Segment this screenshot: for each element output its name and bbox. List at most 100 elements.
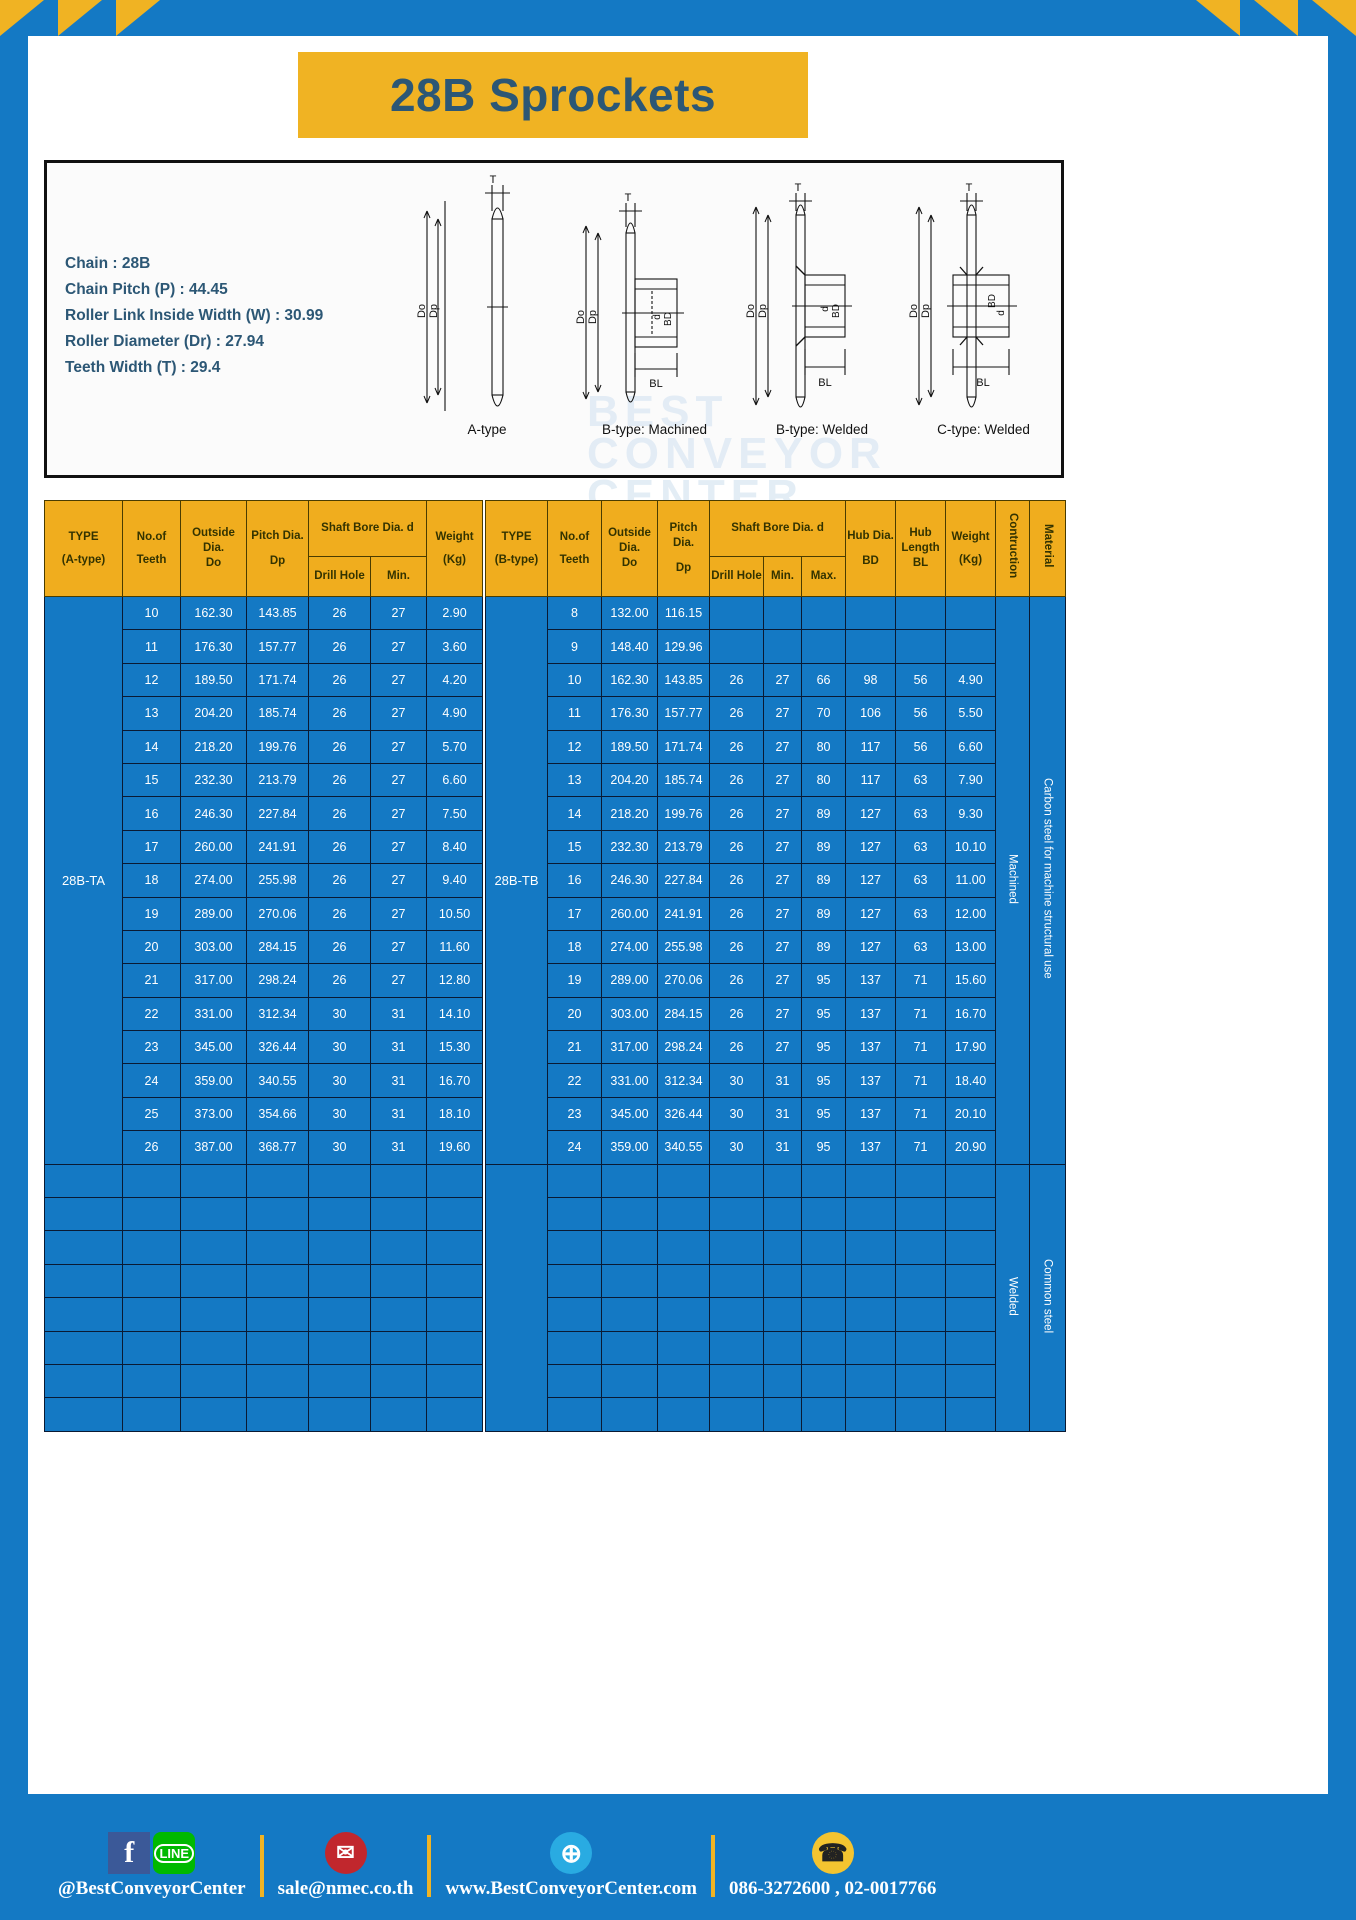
label-Do: Do (416, 304, 428, 318)
cell-weight: 7.50 (426, 796, 483, 831)
cell-pitch-dia: 241.91 (246, 829, 309, 865)
cell-pitch-dia: 340.55 (246, 1063, 309, 1098)
cell-blank (800, 1297, 847, 1332)
label-BD: BD (663, 312, 674, 326)
cell-outside-dia: 289.00 (601, 963, 658, 998)
cell-teeth: 17 (547, 896, 602, 931)
header-min-b: Min. (763, 556, 802, 597)
table-row: 21 317.00 298.24 26 27 95 137 71 17.90 (486, 1030, 1066, 1065)
figure-b-type-machined: T Do Dp d BD BL B-type: Machined (572, 171, 737, 443)
footer-group-website[interactable]: ⊕ www.BestConveyorCenter.com (445, 1832, 697, 1900)
table-row: 12 189.50 171.74 26 27 4.20 (45, 662, 483, 698)
label-T: T (625, 192, 632, 204)
cell-weight: 7.90 (945, 762, 997, 798)
cell-outside-dia: 317.00 (601, 1030, 658, 1065)
label-Dp: Dp (757, 304, 769, 318)
cell-hub-length (895, 595, 947, 631)
cell-pitch-dia: 171.74 (246, 662, 309, 698)
cell-blank (370, 1397, 427, 1432)
footer-group-email[interactable]: ✉ sale@nmec.co.th (278, 1832, 413, 1900)
header-outside-dia-a: Outside Dia. Do (180, 500, 247, 597)
table-row: 23 345.00 326.44 30 31 95 137 71 20.10 (486, 1096, 1066, 1132)
cell-blank (709, 1197, 764, 1232)
mail-icon[interactable]: ✉ (324, 1832, 367, 1874)
cell-hub-dia: 137 (845, 1030, 897, 1065)
cell-teeth: 23 (547, 1096, 602, 1132)
cell-drill-hole: 30 (709, 1096, 764, 1132)
table-row-blank (486, 1397, 1066, 1432)
cell-weight: 10.50 (426, 896, 483, 931)
cell-outside-dia: 189.50 (180, 662, 247, 698)
cell-pitch-dia: 255.98 (657, 929, 710, 965)
cell-drill-hole: 26 (709, 729, 764, 764)
cell-hub-length: 63 (895, 829, 947, 865)
cell-outside-dia: 289.00 (180, 896, 247, 931)
cell-outside-dia: 162.30 (180, 595, 247, 631)
cell-drill-hole (709, 629, 764, 664)
footer-divider (259, 1835, 264, 1897)
cell-blank (308, 1163, 371, 1199)
cell-max: 95 (800, 996, 847, 1032)
table-row: 16 246.30 227.84 26 27 89 127 63 11.00 (486, 863, 1066, 898)
label-BL: BL (649, 378, 662, 390)
cell-drill-hole: 26 (709, 696, 764, 731)
cell-min: 27 (370, 829, 427, 865)
footer-group-social[interactable]: f LINE @BestConveyorCenter (58, 1832, 246, 1900)
figure-b-type-welded: T Do Dp d BD BL B-type: Welded (742, 171, 902, 443)
cell-blank (308, 1363, 371, 1399)
cell-outside-dia: 373.00 (180, 1096, 247, 1132)
cell-hub-dia: 127 (845, 863, 897, 898)
cell-blank (122, 1263, 181, 1299)
cell-blank (763, 1397, 802, 1432)
spec-teeth-width: Teeth Width (T) : 29.4 (65, 359, 221, 376)
cell-min: 31 (370, 1130, 427, 1165)
cell-pitch-dia: 340.55 (657, 1130, 710, 1165)
cell-hub-dia: 137 (845, 1130, 897, 1165)
table-row: 15 232.30 213.79 26 27 89 127 63 10.10 (486, 829, 1066, 865)
cell-blank (657, 1197, 710, 1232)
sprocket-drawings: T Do Dp A-type (377, 171, 1062, 471)
line-icon[interactable]: LINE (153, 1832, 196, 1874)
cell-hub-dia: 127 (845, 896, 897, 931)
cell-pitch-dia: 284.15 (657, 996, 710, 1032)
cell-drill-hole: 26 (308, 696, 371, 731)
facebook-icon[interactable]: f (108, 1832, 151, 1874)
cell-blank (763, 1263, 802, 1299)
cell-teeth: 23 (122, 1030, 181, 1065)
cell-teeth: 10 (547, 662, 602, 698)
globe-icon[interactable]: ⊕ (550, 1832, 593, 1874)
cell-weight: 20.90 (945, 1130, 997, 1165)
cell-blank (426, 1330, 483, 1365)
cell-hub-dia: 137 (845, 996, 897, 1032)
cell-max: 89 (800, 829, 847, 865)
cell-blank (945, 1263, 997, 1299)
cell-min: 31 (370, 1096, 427, 1132)
cell-blank (845, 1197, 897, 1232)
cell-teeth: 9 (547, 629, 602, 664)
contact-footer: f LINE @BestConveyorCenter ✉ sale@nmec.c… (0, 1812, 1356, 1920)
cell-blank (547, 1263, 602, 1299)
cell-max: 95 (800, 1130, 847, 1165)
a-type-drawing: T Do Dp (416, 174, 510, 411)
header-drill-hole-a: Drill Hole (308, 556, 371, 597)
footer-group-phone[interactable]: ☎ 086-3272600 , 02-0017766 (729, 1832, 936, 1900)
cell-hub-length (895, 629, 947, 664)
cell-min: 27 (763, 762, 802, 798)
cell-teeth: 10 (122, 595, 181, 631)
spec-chain-pitch: Chain Pitch (P) : 44.45 (65, 281, 228, 298)
cell-hub-length: 56 (895, 729, 947, 764)
cell-blank (845, 1263, 897, 1299)
cell-blank (657, 1297, 710, 1332)
cell-blank (44, 1163, 123, 1199)
figure-caption-c-type-welded: C-type: Welded (937, 422, 1030, 437)
cell-blank (945, 1230, 997, 1265)
cell-blank (709, 1163, 764, 1199)
phone-icon[interactable]: ☎ (811, 1832, 854, 1874)
a-type-table: TYPE (A-type) No.of Teeth Outside Dia. D… (44, 500, 483, 1432)
cell-blank (547, 1363, 602, 1399)
header-type-a: TYPE (A-type) (44, 500, 123, 597)
cell-blank (800, 1197, 847, 1232)
cell-weight: 16.70 (426, 1063, 483, 1098)
cell-blank (547, 1297, 602, 1332)
cell-min: 31 (763, 1096, 802, 1132)
